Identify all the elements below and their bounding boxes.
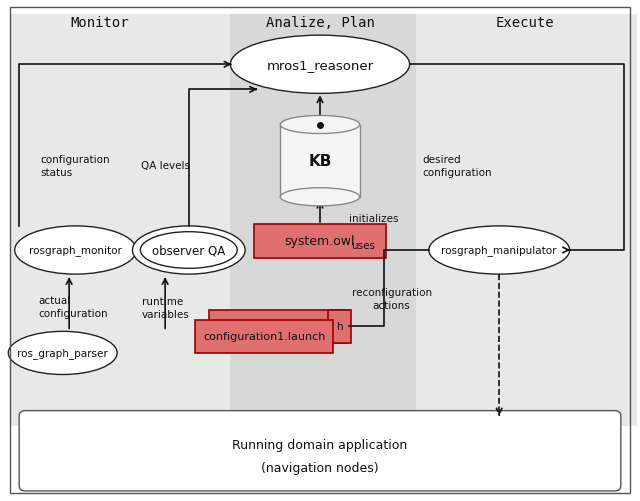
Ellipse shape [280,116,360,134]
Bar [10,15,230,426]
Text: actual
configuration: actual configuration [38,295,108,318]
Text: reconfiguration
actions: reconfiguration actions [351,288,432,311]
Ellipse shape [429,226,570,275]
Text: QA levels: QA levels [141,160,190,170]
Text: observer QA: observer QA [152,244,225,257]
Ellipse shape [230,36,410,94]
Text: configuration1.launch: configuration1.launch [203,332,326,342]
Ellipse shape [280,188,360,206]
Text: h: h [337,322,343,332]
Text: desired
configuration: desired configuration [422,155,492,178]
FancyBboxPatch shape [209,310,348,343]
Ellipse shape [15,226,136,275]
Text: rosgraph_manipulator: rosgraph_manipulator [442,245,557,256]
Text: KB: KB [308,154,332,169]
Bar [230,15,416,426]
Text: Analize, Plan: Analize, Plan [266,16,374,30]
Text: mros1_reasoner: mros1_reasoner [266,59,374,72]
Text: initializes: initializes [349,213,399,223]
FancyBboxPatch shape [328,310,351,343]
FancyBboxPatch shape [195,320,333,353]
Text: rosgraph_monitor: rosgraph_monitor [29,245,122,256]
Ellipse shape [140,232,237,269]
Text: Monitor: Monitor [70,16,129,30]
Text: system.owl: system.owl [285,235,355,248]
FancyBboxPatch shape [19,411,621,491]
Text: runtime
variables: runtime variables [142,297,190,320]
Bar [416,15,637,426]
Text: (navigation nodes): (navigation nodes) [261,461,379,474]
FancyBboxPatch shape [254,225,386,258]
Text: ros_graph_parser: ros_graph_parser [17,348,108,359]
Bar [280,125,360,197]
Ellipse shape [8,332,117,375]
Text: configuration
status: configuration status [40,155,110,178]
Text: Running domain application: Running domain application [232,438,408,451]
Text: uses: uses [351,240,375,250]
Ellipse shape [132,226,245,275]
Text: Execute: Execute [495,16,554,30]
